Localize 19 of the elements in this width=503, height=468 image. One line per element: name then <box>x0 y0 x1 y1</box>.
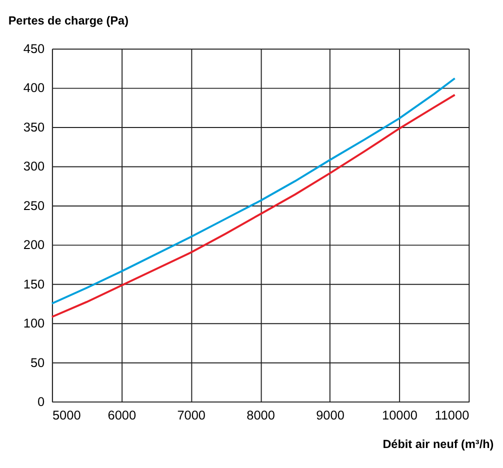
x-tick-label: 7000 <box>177 408 206 423</box>
x-tick-label: 9000 <box>316 408 344 423</box>
y-tick-label: 450 <box>23 41 45 56</box>
x-axis-title: Débit air neuf (m³/h) <box>382 438 494 452</box>
y-tick-label: 300 <box>23 158 45 174</box>
y-tick-label: 250 <box>23 198 45 213</box>
x-tick-label: 5000 <box>52 408 81 423</box>
x-tick-label: 6000 <box>108 408 136 423</box>
y-tick-label: 0 <box>38 394 45 409</box>
y-tick-label: 150 <box>23 276 45 292</box>
x-tick-label: 10000 <box>382 408 418 423</box>
y-tick-label: 50 <box>30 354 45 370</box>
y-tick-label: 400 <box>23 80 45 96</box>
y-tick-label: 200 <box>23 237 45 252</box>
y-axis-title: Pertes de charge (Pa) <box>8 14 129 28</box>
x-tick-label: 8000 <box>246 408 275 423</box>
y-tick-label: 100 <box>23 316 45 331</box>
y-tick-label: 350 <box>23 119 45 134</box>
x-tick-label: 11000 <box>434 408 470 423</box>
